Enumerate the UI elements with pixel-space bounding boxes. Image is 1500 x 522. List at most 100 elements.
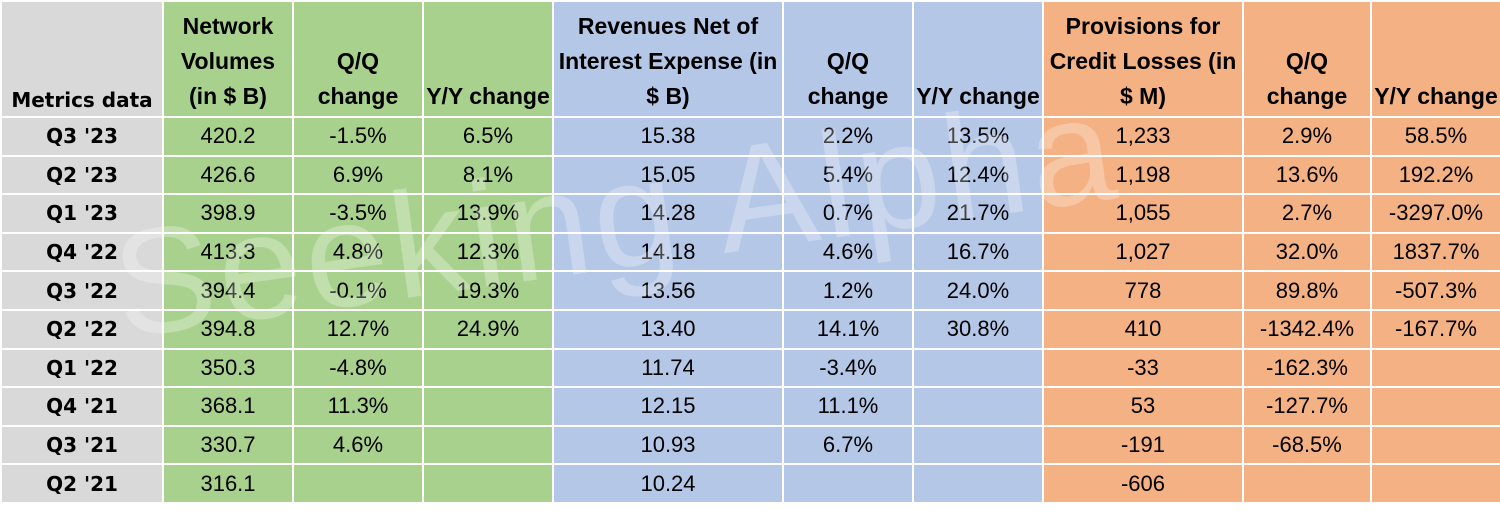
network-yy-cell: 8.1% <box>422 154 554 196</box>
provision-yy-cell: -167.7% <box>1370 308 1500 350</box>
provision-yy-cell: 1837.7% <box>1370 231 1500 273</box>
revenue-yy-cell: 21.7% <box>912 193 1044 234</box>
revenue-qq-cell: 2.2% <box>782 116 914 157</box>
network-yy-cell: 6.5% <box>422 116 554 157</box>
revenue-qq-cell <box>782 463 914 504</box>
metrics-table: Metrics data Network Volumes (in $ B) Q/… <box>0 0 1500 504</box>
network-volume-cell: 330.7 <box>162 424 294 466</box>
provision-qq-cell: 2.7% <box>1242 193 1372 234</box>
revenue-yy-cell: 16.7% <box>912 231 1044 273</box>
table-row: Q4 '21 368.1 11.3% 12.15 11.1% 53 -127.7… <box>0 386 1500 427</box>
provision-yy-cell <box>1370 424 1500 466</box>
revenue-cell: 10.24 <box>552 463 784 504</box>
revenue-cell: 14.28 <box>552 193 784 234</box>
quarter-label: Q2 '21 <box>0 463 164 504</box>
table-row: Q3 '23 420.2 -1.5% 6.5% 15.38 2.2% 13.5%… <box>0 116 1500 157</box>
table-row: Q1 '22 350.3 -4.8% 11.74 -3.4% -33 -162.… <box>0 347 1500 389</box>
network-volume-cell: 316.1 <box>162 463 294 504</box>
network-qq-header: Q/Q change <box>292 0 424 118</box>
network-yy-cell <box>422 386 554 427</box>
revenue-yy-cell: 30.8% <box>912 308 1044 350</box>
revenue-yy-cell <box>912 347 1044 389</box>
quarter-label: Q4 '22 <box>0 231 164 273</box>
revenue-cell: 10.93 <box>552 424 784 466</box>
revenue-cell: 13.56 <box>552 270 784 311</box>
network-volume-cell: 368.1 <box>162 386 294 427</box>
provision-yy-cell <box>1370 463 1500 504</box>
network-qq-cell: -1.5% <box>292 116 424 157</box>
provision-qq-cell <box>1242 463 1372 504</box>
network-qq-cell: 6.9% <box>292 154 424 196</box>
revenue-qq-cell: 4.6% <box>782 231 914 273</box>
revenue-yy-cell <box>912 386 1044 427</box>
provisions-header: Provisions for Credit Losses (in $ M) <box>1042 0 1244 118</box>
revenue-yy-cell: 24.0% <box>912 270 1044 311</box>
revenue-cell: 11.74 <box>552 347 784 389</box>
revenue-yy-cell: 12.4% <box>912 154 1044 196</box>
provision-qq-cell: 89.8% <box>1242 270 1372 311</box>
provision-cell: -33 <box>1042 347 1244 389</box>
provision-yy-cell <box>1370 347 1500 389</box>
provision-qq-cell: -162.3% <box>1242 347 1372 389</box>
table-row: Q3 '21 330.7 4.6% 10.93 6.7% -191 -68.5% <box>0 424 1500 466</box>
revenue-cell: 12.15 <box>552 386 784 427</box>
table-row: Q4 '22 413.3 4.8% 12.3% 14.18 4.6% 16.7%… <box>0 231 1500 273</box>
revenue-cell: 14.18 <box>552 231 784 273</box>
revenue-qq-cell: 0.7% <box>782 193 914 234</box>
provision-cell: 1,055 <box>1042 193 1244 234</box>
revenues-header: Revenues Net of Interest Expense (in $ B… <box>552 0 784 118</box>
provision-yy-cell: 192.2% <box>1370 154 1500 196</box>
provision-cell: -191 <box>1042 424 1244 466</box>
network-yy-cell <box>422 463 554 504</box>
network-volume-cell: 394.4 <box>162 270 294 311</box>
provisions-yy-header: Y/Y change <box>1370 0 1500 118</box>
revenue-cell: 15.38 <box>552 116 784 157</box>
network-qq-cell: -3.5% <box>292 193 424 234</box>
provisions-qq-header: Q/Q change <box>1242 0 1372 118</box>
provision-qq-cell: -1342.4% <box>1242 308 1372 350</box>
network-qq-cell: 4.8% <box>292 231 424 273</box>
provision-cell: 1,027 <box>1042 231 1244 273</box>
quarter-label: Q3 '22 <box>0 270 164 311</box>
revenue-qq-cell: 1.2% <box>782 270 914 311</box>
quarter-label: Q3 '23 <box>0 116 164 157</box>
network-yy-cell: 24.9% <box>422 308 554 350</box>
table-row: Q2 '23 426.6 6.9% 8.1% 15.05 5.4% 12.4% … <box>0 154 1500 196</box>
provision-qq-cell: 13.6% <box>1242 154 1372 196</box>
provision-cell: 53 <box>1042 386 1244 427</box>
network-qq-cell: 12.7% <box>292 308 424 350</box>
network-qq-cell: -0.1% <box>292 270 424 311</box>
provision-cell: -606 <box>1042 463 1244 504</box>
header-row: Metrics data Network Volumes (in $ B) Q/… <box>0 0 1500 118</box>
quarter-label: Q1 '23 <box>0 193 164 234</box>
provision-qq-cell: -68.5% <box>1242 424 1372 466</box>
network-yy-cell <box>422 424 554 466</box>
provision-cell: 1,198 <box>1042 154 1244 196</box>
network-volume-cell: 394.8 <box>162 308 294 350</box>
provision-yy-cell <box>1370 386 1500 427</box>
network-qq-cell: 11.3% <box>292 386 424 427</box>
revenue-yy-cell <box>912 463 1044 504</box>
table-row: Q2 '21 316.1 10.24 -606 <box>0 463 1500 504</box>
provision-yy-cell: -507.3% <box>1370 270 1500 311</box>
network-volume-cell: 420.2 <box>162 116 294 157</box>
revenue-cell: 15.05 <box>552 154 784 196</box>
provision-yy-cell: 58.5% <box>1370 116 1500 157</box>
table-row: Q2 '22 394.8 12.7% 24.9% 13.40 14.1% 30.… <box>0 308 1500 350</box>
network-qq-cell <box>292 463 424 504</box>
provision-qq-cell: 2.9% <box>1242 116 1372 157</box>
quarter-label: Q4 '21 <box>0 386 164 427</box>
revenue-qq-cell: 5.4% <box>782 154 914 196</box>
table-row: Q1 '23 398.9 -3.5% 13.9% 14.28 0.7% 21.7… <box>0 193 1500 234</box>
quarter-label: Q1 '22 <box>0 347 164 389</box>
network-yy-header: Y/Y change <box>422 0 554 118</box>
network-yy-cell: 19.3% <box>422 270 554 311</box>
network-volumes-header: Network Volumes (in $ B) <box>162 0 294 118</box>
revenue-qq-cell: 14.1% <box>782 308 914 350</box>
revenue-yy-cell: 13.5% <box>912 116 1044 157</box>
revenues-yy-header: Y/Y change <box>912 0 1044 118</box>
revenue-yy-cell <box>912 424 1044 466</box>
network-volume-cell: 398.9 <box>162 193 294 234</box>
network-volume-cell: 350.3 <box>162 347 294 389</box>
network-yy-cell: 13.9% <box>422 193 554 234</box>
